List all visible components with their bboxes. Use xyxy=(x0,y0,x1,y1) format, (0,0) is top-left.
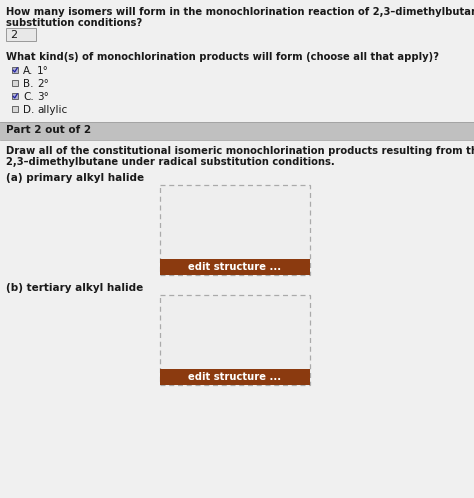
Text: allylic: allylic xyxy=(37,105,67,115)
Bar xyxy=(0,140,474,498)
Text: (b) tertiary alkyl halide: (b) tertiary alkyl halide xyxy=(6,283,143,293)
Text: 2,3–dimethylbutane under radical substitution conditions.: 2,3–dimethylbutane under radical substit… xyxy=(6,157,335,167)
Bar xyxy=(6,28,36,41)
Text: 1°: 1° xyxy=(37,66,49,76)
Text: What kind(s) of monochlorination products will form (choose all that apply)?: What kind(s) of monochlorination product… xyxy=(6,52,439,62)
Text: B.: B. xyxy=(23,79,34,89)
Bar xyxy=(160,185,310,275)
Bar xyxy=(0,122,474,140)
Text: 3°: 3° xyxy=(37,92,49,102)
Bar xyxy=(12,80,18,86)
Text: 2°: 2° xyxy=(37,79,49,89)
Text: How many isomers will form in the monochlorination reaction of 2,3–dimethylbutan: How many isomers will form in the monoch… xyxy=(6,7,474,17)
Text: substitution conditions?: substitution conditions? xyxy=(6,18,142,28)
Text: Draw all of the constitutional isomeric monochlorination products resulting from: Draw all of the constitutional isomeric … xyxy=(6,146,474,156)
Text: edit structure ...: edit structure ... xyxy=(189,372,282,382)
Bar xyxy=(12,93,18,99)
Bar xyxy=(12,67,18,73)
Bar xyxy=(160,259,310,275)
Text: edit structure ...: edit structure ... xyxy=(189,262,282,272)
Bar xyxy=(12,106,18,112)
Text: D.: D. xyxy=(23,105,35,115)
Bar xyxy=(0,0,474,190)
Text: 2: 2 xyxy=(10,30,17,40)
Text: C.: C. xyxy=(23,92,34,102)
Text: Part 2 out of 2: Part 2 out of 2 xyxy=(6,125,91,135)
Text: A.: A. xyxy=(23,66,33,76)
Bar xyxy=(160,369,310,385)
Bar xyxy=(160,295,310,385)
Text: (a) primary alkyl halide: (a) primary alkyl halide xyxy=(6,173,144,183)
